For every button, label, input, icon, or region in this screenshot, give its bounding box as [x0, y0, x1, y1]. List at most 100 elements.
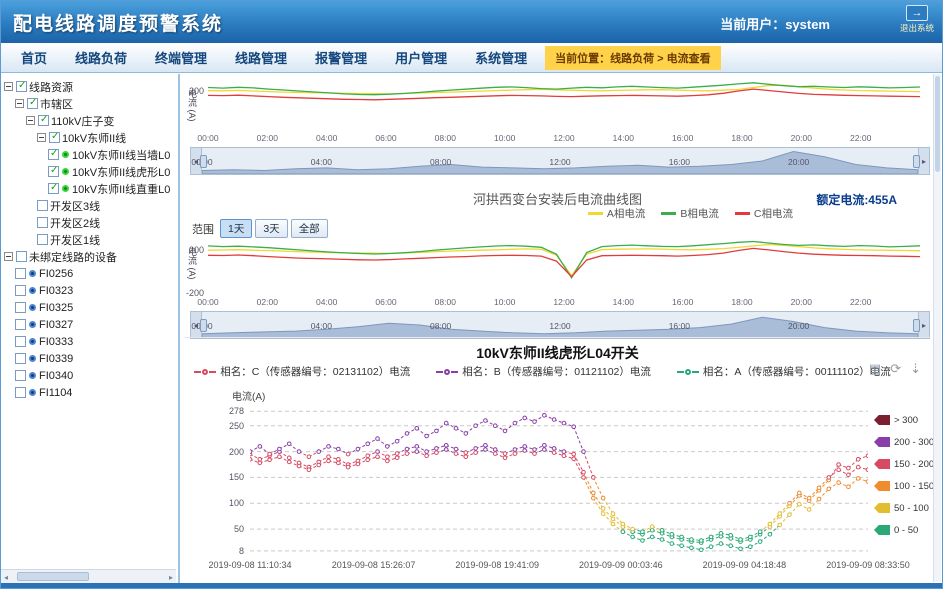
checkbox[interactable]: [16, 80, 27, 92]
legend-marker-icon: [202, 368, 209, 375]
legend-item[interactable]: 相名：A（传感器编号：00111102）电流: [676, 364, 891, 379]
tree-node[interactable]: 110kV庄子变: [1, 112, 178, 129]
vertical-scrollbar[interactable]: [933, 74, 941, 582]
checkbox[interactable]: [15, 319, 26, 330]
tree-node[interactable]: FI1104: [1, 384, 178, 401]
scrollbar-thumb[interactable]: [17, 572, 89, 581]
tree-node-label: 市辖区: [40, 98, 73, 111]
tree-node[interactable]: FI0325: [1, 299, 178, 316]
checkbox[interactable]: [16, 251, 27, 262]
tree-node[interactable]: 线路资源: [1, 78, 178, 95]
checkbox[interactable]: [27, 97, 38, 109]
range-button[interactable]: 全部: [290, 219, 328, 238]
tree-node[interactable]: FI0327: [1, 316, 178, 333]
main-content: 电流 (A) 200 00:00 02:00 04:00 06:00 08:00 10:0…: [182, 73, 933, 583]
nav-item[interactable]: 终端管理: [155, 51, 208, 66]
checkbox[interactable]: [15, 285, 26, 296]
collapse-icon[interactable]: [37, 133, 46, 142]
legend-marker-icon: [676, 370, 684, 373]
tree-node[interactable]: 10kV东师II线: [1, 129, 178, 146]
nav-item[interactable]: 线路管理: [235, 51, 288, 66]
checkbox[interactable]: [15, 370, 26, 381]
range-buttons: 1天 3天 全部: [217, 219, 328, 238]
current-line-chart-1: [208, 81, 920, 131]
tree-node[interactable]: 10kV东师II线当墙L0: [1, 146, 178, 163]
collapse-icon[interactable]: [26, 116, 35, 125]
nav-item[interactable]: 报警管理: [315, 51, 368, 66]
tree-node[interactable]: FI0333: [1, 333, 178, 350]
tree-node-label: FI1104: [39, 386, 73, 399]
legend-item[interactable]: C相电流: [734, 206, 793, 221]
navigator-handle-right[interactable]: [913, 155, 920, 168]
checkbox[interactable]: [37, 234, 48, 245]
checkbox[interactable]: [49, 131, 60, 143]
nav-item[interactable]: 系统管理: [475, 51, 528, 66]
tree-node[interactable]: FI0323: [1, 282, 178, 299]
refresh-icon[interactable]: ⟳: [890, 361, 902, 376]
tree-node[interactable]: FI0256: [1, 265, 178, 282]
legend-marker-icon: [209, 370, 217, 373]
checkbox[interactable]: [15, 336, 26, 347]
chart1-y-axis-label: 电流 (A): [187, 89, 197, 122]
checkbox[interactable]: [15, 353, 26, 364]
checkbox[interactable]: [15, 268, 26, 279]
band-legend-item: 200 - 300: [874, 431, 933, 453]
checkbox[interactable]: [15, 302, 26, 313]
range-button[interactable]: 3天: [255, 219, 288, 238]
tree-node-label: FI0323: [39, 284, 74, 297]
tree-node[interactable]: FI0339: [1, 350, 178, 367]
sidebar-horizontal-scrollbar[interactable]: [1, 569, 176, 583]
tree-node-label: FI0339: [39, 352, 74, 365]
nav-item[interactable]: 线路负荷: [75, 51, 128, 66]
navigator-handle-left[interactable]: [200, 319, 207, 332]
app-title: 配电线路调度预警系统: [13, 13, 224, 35]
list-icon[interactable]: ▤: [868, 361, 882, 376]
nav-item[interactable]: 用户管理: [395, 51, 448, 66]
legend-item[interactable]: B相电流: [661, 206, 719, 221]
range-button[interactable]: 1天: [220, 219, 253, 238]
tree-node[interactable]: 10kV东师II线直重L0: [1, 180, 178, 197]
switch-chart-y-ticks: 8 50 100 150 200 250 278: [228, 406, 244, 556]
navigator-handle-left[interactable]: [200, 155, 207, 168]
tree-node-label: FI0333: [39, 335, 74, 348]
tree-node[interactable]: 未绑定线路的设备: [1, 248, 178, 265]
checkbox[interactable]: [38, 114, 49, 126]
legend-swatch: [587, 212, 603, 215]
tree-node[interactable]: 开发区3线: [1, 197, 178, 214]
checkbox[interactable]: [48, 165, 59, 177]
collapse-icon[interactable]: [4, 82, 13, 91]
logout-icon[interactable]: →: [906, 5, 928, 21]
band-legend-item: > 300: [874, 409, 933, 431]
checkbox[interactable]: [37, 217, 48, 228]
legend-item[interactable]: 相名：C（传感器编号：02131102）电流: [194, 364, 410, 379]
nav-item[interactable]: 首页: [21, 51, 48, 66]
checkbox[interactable]: [48, 148, 59, 160]
band-arrow-icon: [874, 525, 890, 535]
sidebar: 线路资源市辖区 110kV庄子变 10kV东师II线 10kV东师II线当墙L0 10k…: [1, 74, 180, 583]
download-icon[interactable]: ⇣: [910, 361, 921, 376]
checkbox[interactable]: [37, 200, 48, 211]
collapse-icon[interactable]: [15, 99, 24, 108]
tree-node[interactable]: 10kV东师II线虎形L0: [1, 163, 178, 180]
blue-dot-icon: [29, 304, 36, 311]
tree-node[interactable]: FI0340: [1, 367, 178, 384]
navigator-handle-right[interactable]: [913, 319, 920, 332]
legend-item[interactable]: A相电流: [587, 206, 645, 221]
band-legend-item: 150 - 200: [874, 453, 933, 475]
scrollbar-thumb[interactable]: [935, 76, 940, 172]
collapse-icon[interactable]: [4, 252, 13, 261]
tree-node-label: 开发区3线: [50, 200, 101, 213]
tree-node[interactable]: 市辖区: [1, 95, 178, 112]
chart1-x-ticks: 00:00 02:00 04:00 06:00 08:00 10:00 12:00 14:00…: [197, 133, 872, 143]
checkbox[interactable]: [15, 387, 26, 398]
tree-node-label: 10kV东师II线: [62, 132, 127, 145]
tree-node[interactable]: 开发区2线: [1, 214, 178, 231]
logout-button[interactable]: → 退出系统: [898, 5, 936, 34]
green-dot-icon: [62, 168, 69, 175]
checkbox[interactable]: [48, 182, 59, 194]
legend-item[interactable]: 相名：B（传感器编号：01121102）电流: [436, 364, 651, 379]
tree-node[interactable]: 开发区1线: [1, 231, 178, 248]
